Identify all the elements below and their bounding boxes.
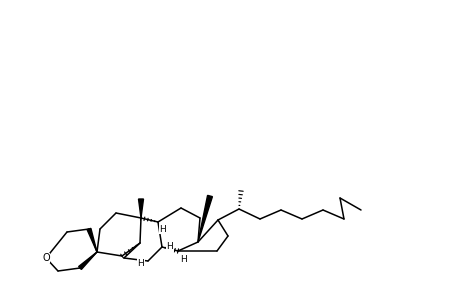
Polygon shape [138,199,143,218]
Text: H: H [159,224,166,233]
Polygon shape [78,252,97,269]
Polygon shape [197,195,212,242]
Text: H: H [166,242,173,251]
Text: H: H [180,254,187,263]
Text: H: H [137,259,144,268]
Text: O: O [42,253,50,263]
Polygon shape [87,228,97,252]
